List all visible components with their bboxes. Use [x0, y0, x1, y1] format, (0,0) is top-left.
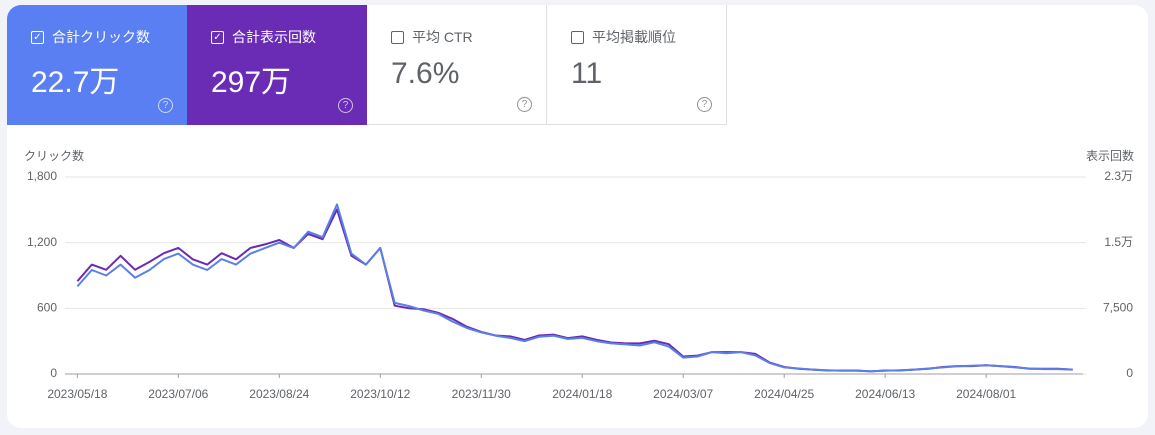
metric-label: 平均掲載順位 [592, 29, 676, 45]
y-tick-label: 600 [37, 301, 57, 315]
help-icon[interactable]: ? [517, 97, 532, 112]
x-tick-label: 2023/07/06 [148, 387, 208, 401]
checkbox[interactable] [571, 30, 584, 44]
x-tick-label: 2024/04/25 [754, 387, 814, 401]
metric-label: 平均 CTR [412, 29, 473, 45]
y-tick-label: 1,800 [27, 169, 57, 183]
x-tick-label: 2023/10/12 [350, 387, 410, 401]
y2-axis-title: 表示回数 [1086, 148, 1134, 163]
checkbox[interactable]: ✓ [31, 30, 44, 44]
metric-card[interactable]: ✓ 合計表示回数 297万? [187, 5, 367, 125]
y-axis-title: クリック数 [24, 148, 84, 163]
metric-label: 合計クリック数 [52, 29, 150, 45]
metric-value: 22.7万 [31, 66, 120, 99]
x-tick-label: 2024/08/01 [956, 387, 1016, 401]
metric-card[interactable]: 平均 CTR 7.6%? [367, 5, 547, 125]
help-icon[interactable]: ? [338, 98, 353, 113]
metric-label: 合計表示回数 [232, 29, 316, 45]
x-tick-label: 2024/01/18 [552, 387, 612, 401]
y-tick-label: 0 [50, 366, 57, 380]
metric-value: 7.6% [391, 57, 460, 90]
x-tick-label: 2023/11/30 [452, 387, 511, 401]
y2-tick-label: 2.3万 [1104, 169, 1133, 183]
metric-card[interactable]: ✓ 合計クリック数 22.7万? [7, 5, 187, 125]
x-tick-label: 2024/06/13 [855, 387, 915, 401]
y2-tick-label: 0 [1126, 366, 1133, 380]
help-icon[interactable]: ? [697, 97, 712, 112]
checkbox[interactable] [391, 30, 404, 44]
panel: ✓ 合計クリック数 22.7万? ✓ 合計表示回数 297万? 平均 CTR 7.6%? … [7, 5, 1148, 428]
y2-tick-label: 7,500 [1103, 301, 1133, 315]
x-tick-label: 2023/08/24 [249, 387, 309, 401]
x-tick-label: 2023/05/18 [47, 387, 107, 401]
metric-card[interactable]: 平均掲載順位 11? [547, 5, 727, 125]
y-tick-label: 1,200 [27, 235, 57, 249]
metric-value: 11 [571, 57, 603, 90]
y2-tick-label: 1.5万 [1104, 235, 1133, 249]
help-icon[interactable]: ? [158, 98, 173, 113]
series-line [76, 203, 1073, 373]
series-line [76, 208, 1073, 373]
checkbox[interactable]: ✓ [211, 30, 224, 44]
x-tick-label: 2024/03/07 [653, 387, 713, 401]
metric-value: 297万 [211, 66, 292, 99]
